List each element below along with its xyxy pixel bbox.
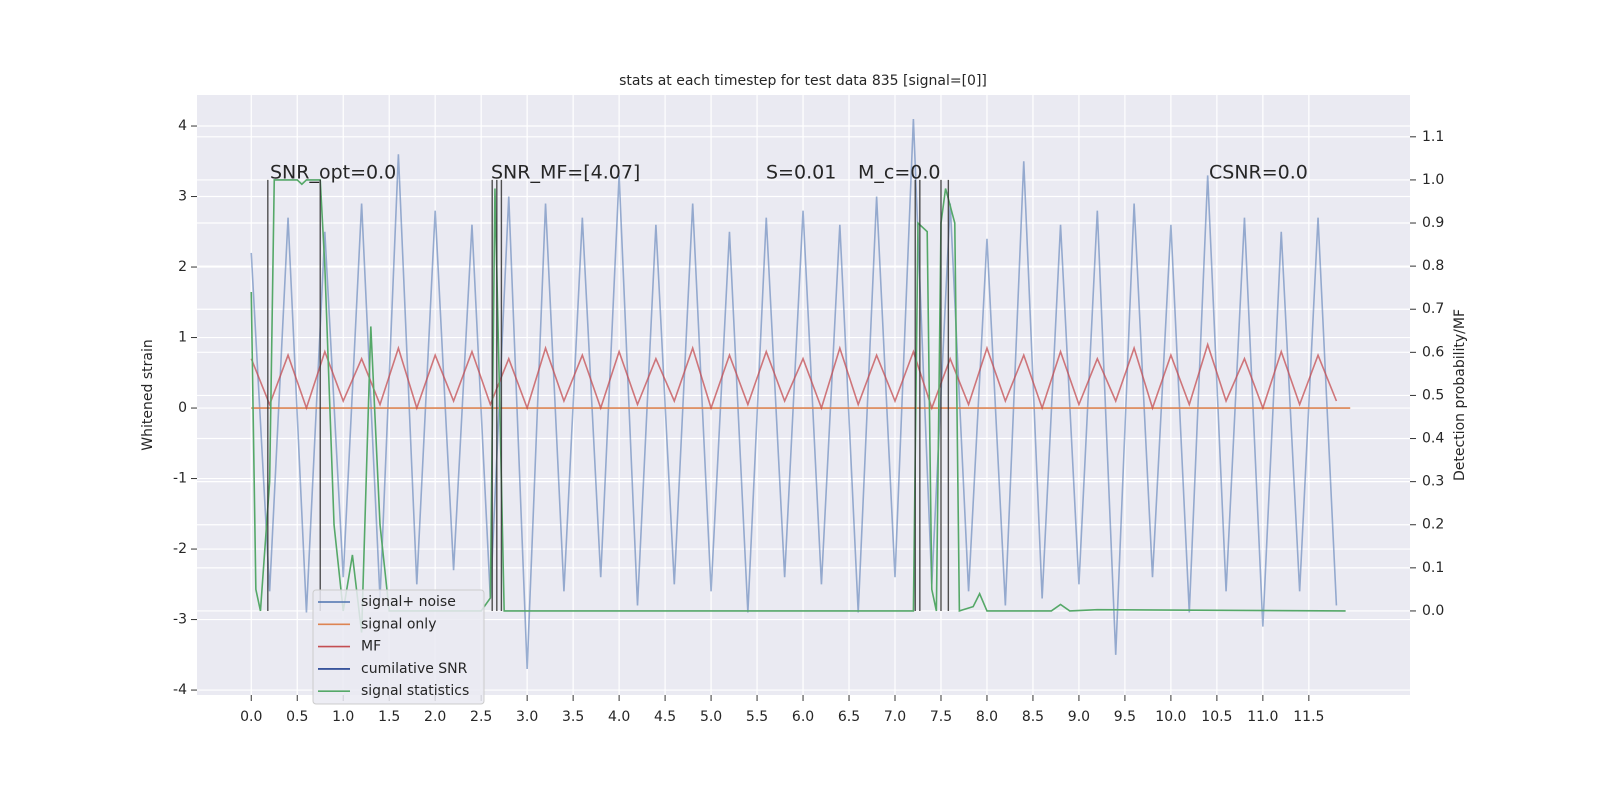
y-tick-label: -3 — [173, 612, 187, 628]
y-tick-label: 3 — [178, 189, 187, 205]
x-tick-label: 11.0 — [1247, 709, 1278, 725]
y2-tick-label: 0.2 — [1422, 517, 1444, 533]
y2-tick-label: 0.1 — [1422, 560, 1444, 576]
legend-label: cumilative SNR — [361, 661, 468, 677]
y2-tick-label: 1.0 — [1422, 172, 1444, 188]
x-tick-label: 9.5 — [1114, 709, 1136, 725]
y2-tick-label: 1.1 — [1422, 129, 1444, 145]
y2-axis-label: Detection probability/MF — [1452, 309, 1468, 481]
series-line — [250, 179, 1346, 633]
x-tick-label: 2.0 — [424, 709, 446, 725]
x-tick-label: 2.5 — [470, 709, 492, 725]
x-tick-label: 7.0 — [884, 709, 906, 725]
series-line — [250, 341, 1338, 411]
x-tick-label: 0.5 — [286, 709, 308, 725]
legend-box — [312, 589, 485, 705]
x-tick-label: 3.5 — [562, 709, 584, 725]
annotation: CSNR=0.0 — [1209, 162, 1308, 184]
y-tick-label: -1 — [173, 471, 187, 487]
y-tick-label: 2 — [178, 259, 187, 275]
legend-label: signal+ noise — [361, 594, 456, 610]
y-tick-label: -2 — [173, 541, 187, 557]
x-tick-label: 1.0 — [332, 709, 354, 725]
y-tick-label: 0 — [178, 400, 187, 416]
y2-tick-label: 0.3 — [1422, 474, 1444, 490]
annotation: M_c=0.0 — [858, 162, 940, 184]
y2-tick-label: 0.9 — [1422, 215, 1444, 231]
y-tick-label: -4 — [173, 682, 187, 698]
annotation: S=0.01 — [766, 162, 836, 184]
x-tick-label: 3.0 — [516, 709, 538, 725]
y2-tick-label: 0.7 — [1422, 301, 1444, 317]
x-tick-label: 7.5 — [930, 709, 952, 725]
legend-label: signal statistics — [361, 683, 469, 699]
y-axis-label: Whitened strain — [140, 339, 156, 450]
annotation: SNR_opt=0.0 — [270, 162, 396, 184]
x-tick-label: 0.0 — [240, 709, 262, 725]
y-tick-label: 4 — [178, 118, 187, 134]
x-tick-label: 4.5 — [654, 709, 676, 725]
series-line — [250, 118, 1338, 669]
x-tick-label: 5.0 — [700, 709, 722, 725]
y2-tick-label: 0.4 — [1422, 431, 1444, 447]
legend: signal+ noise signal only MF cumilative SNR… — [312, 589, 485, 705]
x-tick-label: 5.5 — [746, 709, 768, 725]
x-tick-label: 1.5 — [378, 709, 400, 725]
y2-tick-label: 0.5 — [1422, 387, 1444, 403]
y2-tick-label: 0.0 — [1422, 603, 1444, 619]
x-tick-label: 10.0 — [1155, 709, 1186, 725]
x-tick-label: 6.0 — [792, 709, 814, 725]
x-tick-label: 8.5 — [1022, 709, 1044, 725]
x-tick-label: 8.0 — [976, 709, 998, 725]
y-tick-label: 1 — [178, 330, 187, 346]
x-tick-label: 4.0 — [608, 709, 630, 725]
annotation: SNR_MF=[4.07] — [491, 162, 640, 184]
x-tick-label: 11.5 — [1293, 709, 1324, 725]
y2-tick-label: 0.6 — [1422, 344, 1444, 360]
x-tick-label: 10.5 — [1201, 709, 1232, 725]
legend-label: MF — [361, 639, 381, 655]
y2-tick-label: 0.8 — [1422, 258, 1444, 274]
x-tick-label: 9.0 — [1068, 709, 1090, 725]
chart-title: stats at each timestep for test data 835… — [619, 73, 987, 89]
legend-label: signal only — [361, 616, 436, 632]
x-tick-label: 6.5 — [838, 709, 860, 725]
